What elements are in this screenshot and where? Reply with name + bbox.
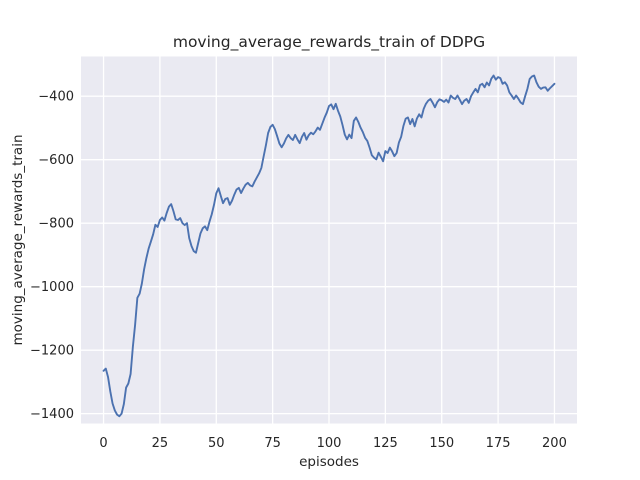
y-tick-label: −400 xyxy=(38,90,74,105)
x-tick-label: 150 xyxy=(429,436,454,451)
chart-title: moving_average_rewards_train of DDPG xyxy=(173,33,485,52)
reward-line xyxy=(102,74,556,418)
x-tick-label: 75 xyxy=(264,436,281,451)
x-tick-label: 50 xyxy=(208,436,225,451)
y-tick-label: −600 xyxy=(38,153,74,168)
y-tick-label: −1400 xyxy=(30,407,74,422)
x-tick-label: 125 xyxy=(373,436,398,451)
y-tick-label: −1000 xyxy=(30,280,74,295)
tick-labels: 0 25 50 75 100 125 150 175 200 −400 −600 −800 −1000 −… xyxy=(30,90,567,451)
y-tick-label: −800 xyxy=(38,217,74,232)
grid xyxy=(81,56,577,424)
x-tick-label: 175 xyxy=(486,436,511,451)
series-layer xyxy=(102,74,556,418)
x-tick-label: 0 xyxy=(99,436,107,451)
y-axis-label: moving_average_rewards_train xyxy=(10,134,26,345)
y-tick-label: −1200 xyxy=(30,344,74,359)
x-axis-label: episodes xyxy=(299,454,359,470)
x-tick-label: 100 xyxy=(317,436,342,451)
x-tick-label: 200 xyxy=(542,436,567,451)
x-tick-label: 25 xyxy=(152,436,169,451)
